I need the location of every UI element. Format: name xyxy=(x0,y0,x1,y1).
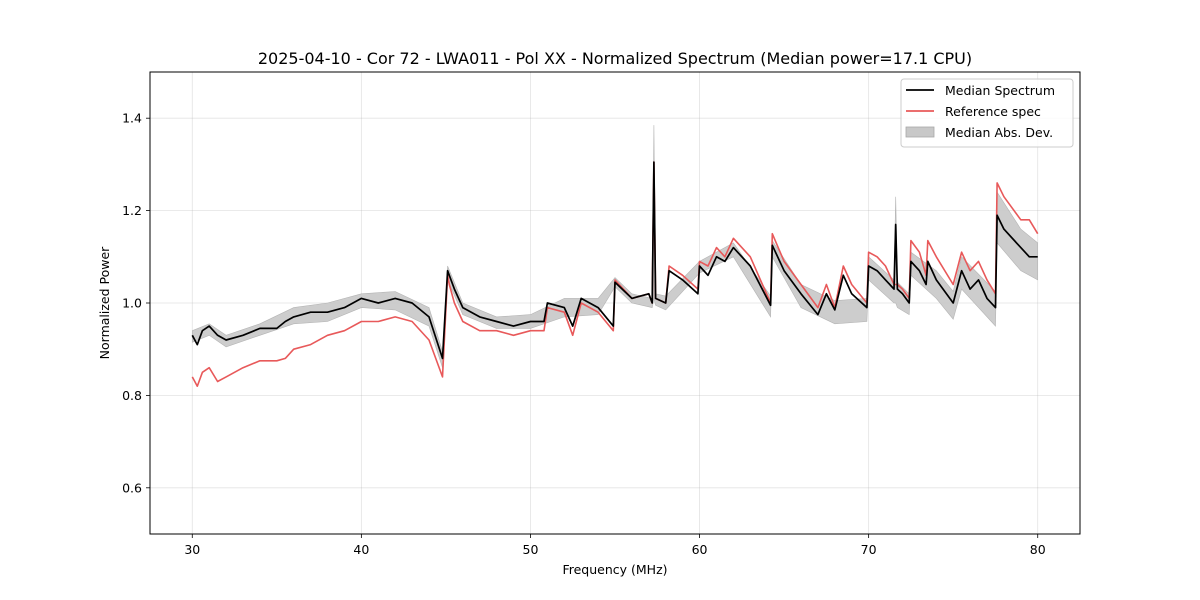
y-tick-label: 0.8 xyxy=(122,388,142,403)
y-tick-label: 1.2 xyxy=(122,203,142,218)
x-tick-label: 40 xyxy=(353,542,369,557)
reference-spec-line xyxy=(191,161,1039,388)
y-tick-label: 1.4 xyxy=(122,111,142,126)
y-tick-label: 1.0 xyxy=(122,296,142,311)
x-axis-ticks: 30 40 50 60 70 80 xyxy=(184,534,1046,557)
legend-median-abs-dev-swatch xyxy=(905,126,935,138)
legend-box xyxy=(900,78,1074,148)
median-abs-dev-area xyxy=(192,125,1038,368)
x-tick-label: 30 xyxy=(184,542,200,557)
legend: Median Spectrum Reference spec Median Ab… xyxy=(900,78,1074,148)
median-spectrum-line xyxy=(191,161,1038,360)
y-axis-label: Normalized Power xyxy=(97,246,112,360)
x-tick-label: 60 xyxy=(692,542,708,557)
median-abs-dev-band xyxy=(192,125,1038,368)
x-tick-label: 70 xyxy=(861,542,877,557)
legend-reference-spec-label: Reference spec xyxy=(945,104,1041,119)
legend-median-abs-dev-label: Median Abs. Dev. xyxy=(945,125,1053,140)
y-axis-ticks: 0.6 0.8 1.0 1.2 1.4 xyxy=(122,111,150,495)
chart-title: 2025-04-10 - Cor 72 - LWA011 - Pol XX - … xyxy=(258,49,972,68)
legend-median-spectrum-label: Median Spectrum xyxy=(945,83,1055,98)
y-tick-label: 0.6 xyxy=(122,480,142,495)
x-axis-label: Frequency (MHz) xyxy=(562,562,667,577)
x-tick-label: 50 xyxy=(523,542,539,557)
x-tick-label: 80 xyxy=(1030,542,1046,557)
series-lines xyxy=(191,161,1039,388)
